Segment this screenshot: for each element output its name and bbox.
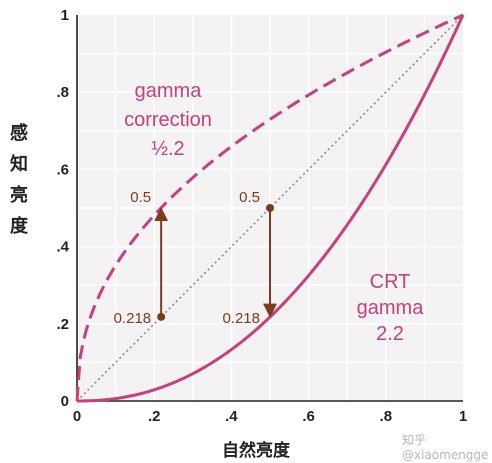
y-tick-label: 0 xyxy=(61,393,69,410)
y-tick-label: .6 xyxy=(56,161,69,178)
right-arrow-start-point xyxy=(266,204,274,212)
arrows xyxy=(154,204,277,321)
crt-gamma-label-line: 2.2 xyxy=(376,323,404,345)
gamma-correction-label-line: gamma xyxy=(135,80,203,102)
x-tick-label: .2 xyxy=(148,408,161,425)
right-to-label: 0.218 xyxy=(222,310,260,327)
linear-reference-line xyxy=(76,14,464,402)
axes xyxy=(76,15,463,402)
gamma-correction-label-line: ½.2 xyxy=(151,138,184,160)
y-tick-label: .2 xyxy=(56,316,69,333)
left-arrow-start-point xyxy=(157,312,166,321)
annotation-labels: 0.218 0.5 0.5 0.218 gamma correction ½.2 CRT gam… xyxy=(114,80,425,345)
x-tick-label: 1 xyxy=(459,408,467,425)
crt-gamma-label-line: gamma xyxy=(357,297,425,319)
gamma-correction-curve xyxy=(75,13,464,402)
x-tick-label: .4 xyxy=(225,408,238,425)
tick-labels: 0 .2 .4 .6 .8 1 0 .2 .4 .6 .8 1 xyxy=(56,7,467,425)
crt-gamma-label-line: CRT xyxy=(370,271,411,293)
x-tick-label: 0 xyxy=(73,408,81,425)
right-from-label: 0.5 xyxy=(239,189,260,206)
x-tick-label: .8 xyxy=(380,408,393,425)
watermark: 知乎 @xiaomengge xyxy=(402,433,489,462)
x-axis-label: 自然亮度 xyxy=(222,441,290,461)
y-axis-label: 感知亮度 xyxy=(10,123,28,237)
gamma-correction-label-line: correction xyxy=(124,109,212,131)
y-tick-label: 1 xyxy=(61,7,69,24)
y-tick-label: .8 xyxy=(56,84,69,101)
left-to-label: 0.5 xyxy=(130,189,151,206)
x-tick-label: .6 xyxy=(302,408,315,425)
left-from-label: 0.218 xyxy=(114,310,152,327)
y-tick-label: .4 xyxy=(56,239,69,256)
